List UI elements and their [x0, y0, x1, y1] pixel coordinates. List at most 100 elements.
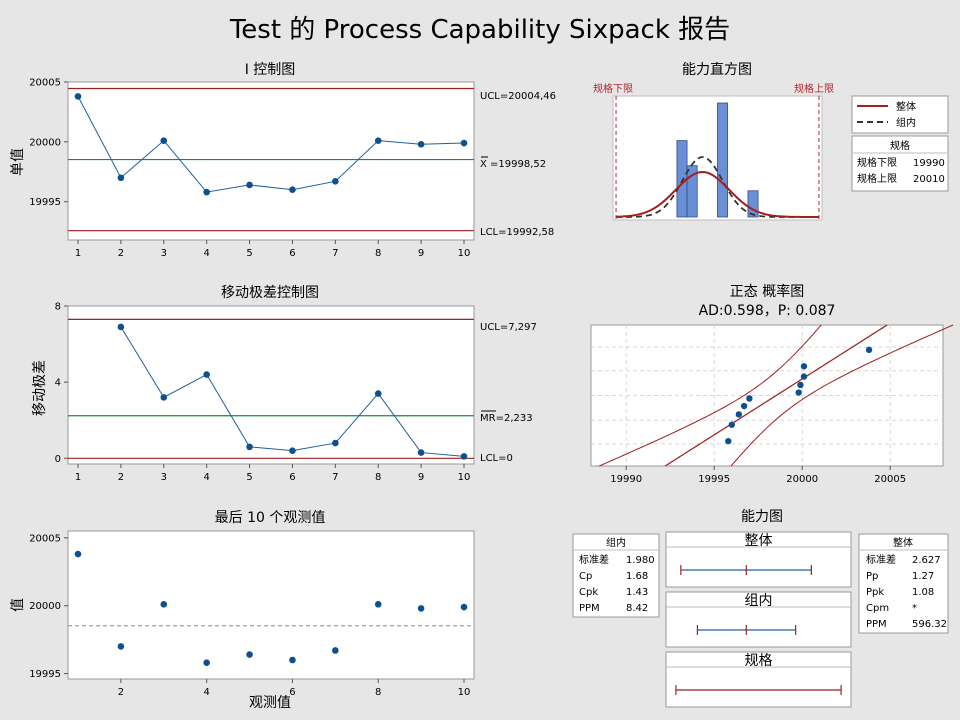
data-point	[203, 188, 210, 196]
prob-data-point	[800, 373, 808, 380]
x-tick-label: 8	[375, 472, 381, 483]
x-tick-label: 6	[289, 248, 295, 259]
prob-data-point	[728, 421, 735, 428]
data-point	[117, 643, 125, 650]
stat-label: 标准差	[866, 553, 896, 566]
data-point	[74, 550, 82, 558]
x-tick-label: 10	[458, 472, 471, 483]
cap-plot-title: 能力图	[741, 509, 783, 525]
x-tick-label: 1	[75, 248, 81, 259]
y-tick-label: 19995	[29, 669, 61, 680]
i-chart-cl-label: X =19998,52	[480, 159, 546, 170]
cap-band-label: 整体	[745, 533, 773, 549]
prob-data-point	[865, 346, 873, 354]
data-point	[332, 439, 339, 447]
spec-box-header: 规格	[890, 139, 910, 152]
legend-box	[851, 95, 949, 134]
prob-data-point	[797, 381, 804, 389]
x-tick-label: 4	[203, 687, 209, 698]
histogram-title: 能力直方图	[682, 61, 752, 78]
stat-value: 1.43	[626, 587, 648, 598]
mr-chart-ylabel: 移动极差	[32, 360, 48, 416]
x-tick-label: 4	[203, 472, 209, 483]
i-chart-ylabel: 单值	[10, 148, 26, 176]
stat-value: 8.42	[626, 603, 648, 614]
x-tick-label: 3	[161, 248, 167, 259]
x-tick-label: 3	[161, 472, 167, 483]
spec-usl-label: 规格上限	[857, 172, 897, 185]
x-tick-label: 2	[118, 472, 124, 483]
stat-label: 标准差	[579, 553, 609, 566]
overall-stats-box: 整体 标准差 2.627 Pp 1.27 Ppk 1.08 Cpm * PPM 596.32	[858, 533, 949, 634]
prob-plot-title: 正态 概率图	[730, 283, 804, 300]
prob-fit-line	[664, 324, 888, 467]
x-tick-label: 2	[118, 687, 124, 698]
histogram-bar	[717, 102, 729, 218]
data-point	[117, 323, 125, 331]
legend-within-label: 组内	[896, 116, 916, 129]
stat-label: Cpm	[866, 603, 889, 614]
histogram-bar	[676, 140, 688, 218]
data-point	[160, 601, 168, 608]
stat-label: Ppk	[866, 587, 884, 598]
x-tick-label: 6	[289, 687, 295, 698]
data-point	[203, 371, 210, 378]
stat-value: 1.27	[912, 571, 934, 582]
histogram-marks: 1992199519982001200420072010	[615, 96, 820, 220]
last10-title: 最后 10 个观测值	[215, 510, 326, 526]
stat-label: PPM	[579, 603, 600, 614]
prob-x-tick-label: 20005	[874, 474, 906, 485]
x-tick-label: 2	[118, 248, 124, 259]
i-chart-marks: 19995 20000 20005 1 2 3 4 5 6 7 8 9 10	[29, 78, 474, 259]
data-point	[203, 659, 210, 667]
stat-value: 1.68	[626, 571, 648, 582]
histogram-lsl-label: 规格下限	[593, 82, 633, 95]
last10-plot-area	[67, 530, 475, 680]
stat-value: 1.980	[626, 555, 655, 566]
data-point	[289, 656, 296, 664]
x-tick-label: 9	[418, 248, 424, 259]
i-chart-lcl-label: LCL=19992,58	[480, 227, 554, 238]
stat-label: Cp	[579, 571, 592, 582]
data-point	[460, 453, 468, 460]
data-point	[417, 140, 425, 148]
within-box-header: 组内	[606, 536, 626, 549]
last10-xlabel: 观测值	[249, 695, 291, 711]
data-point	[160, 137, 168, 144]
y-tick-label: 20000	[29, 601, 61, 612]
data-point	[332, 178, 339, 185]
stat-value: 596.32	[912, 619, 947, 630]
spec-usl-value: 20010	[913, 174, 945, 185]
x-tick-label: 5	[246, 248, 252, 259]
mr-chart-ucl-label: UCL=7,297	[480, 322, 537, 333]
mr-chart-plot-area	[67, 305, 475, 465]
prob-data-point	[735, 411, 743, 418]
x-tick-label: 6	[289, 472, 295, 483]
spec-box: 规格 规格下限 19990 规格上限 20010	[851, 135, 949, 192]
y-tick-label: 8	[55, 302, 61, 313]
prob-x-tick-label: 19995	[698, 474, 730, 485]
last10-marks: 19995 20000 20005 2 4 6 8 10	[29, 533, 474, 698]
normal-probability-plot: 正态 概率图 AD:0.598，P: 0.087 19990 19995 20000…	[590, 283, 954, 485]
x-tick-label: 7	[332, 248, 338, 259]
prob-ci-upper	[599, 324, 822, 467]
stat-label: Cpk	[579, 587, 598, 598]
stat-value: *	[912, 603, 917, 614]
x-tick-label: 1	[75, 472, 81, 483]
x-tick-label: 10	[458, 687, 471, 698]
i-chart-ucl-label: UCL=20004,46	[480, 91, 556, 102]
data-point	[417, 449, 425, 456]
data-point	[289, 186, 296, 194]
data-point	[460, 603, 468, 611]
spec-box-frame	[851, 135, 949, 192]
x-tick-label: 9	[418, 472, 424, 483]
report-title: Test 的 Process Capability Sixpack 报告	[229, 15, 730, 45]
x-tick-label: 8	[375, 248, 381, 259]
cap-band-frame	[665, 531, 852, 588]
spec-lsl-value: 19990	[913, 158, 945, 169]
cap-band-frame	[665, 651, 852, 708]
stat-label: PPM	[866, 619, 887, 630]
